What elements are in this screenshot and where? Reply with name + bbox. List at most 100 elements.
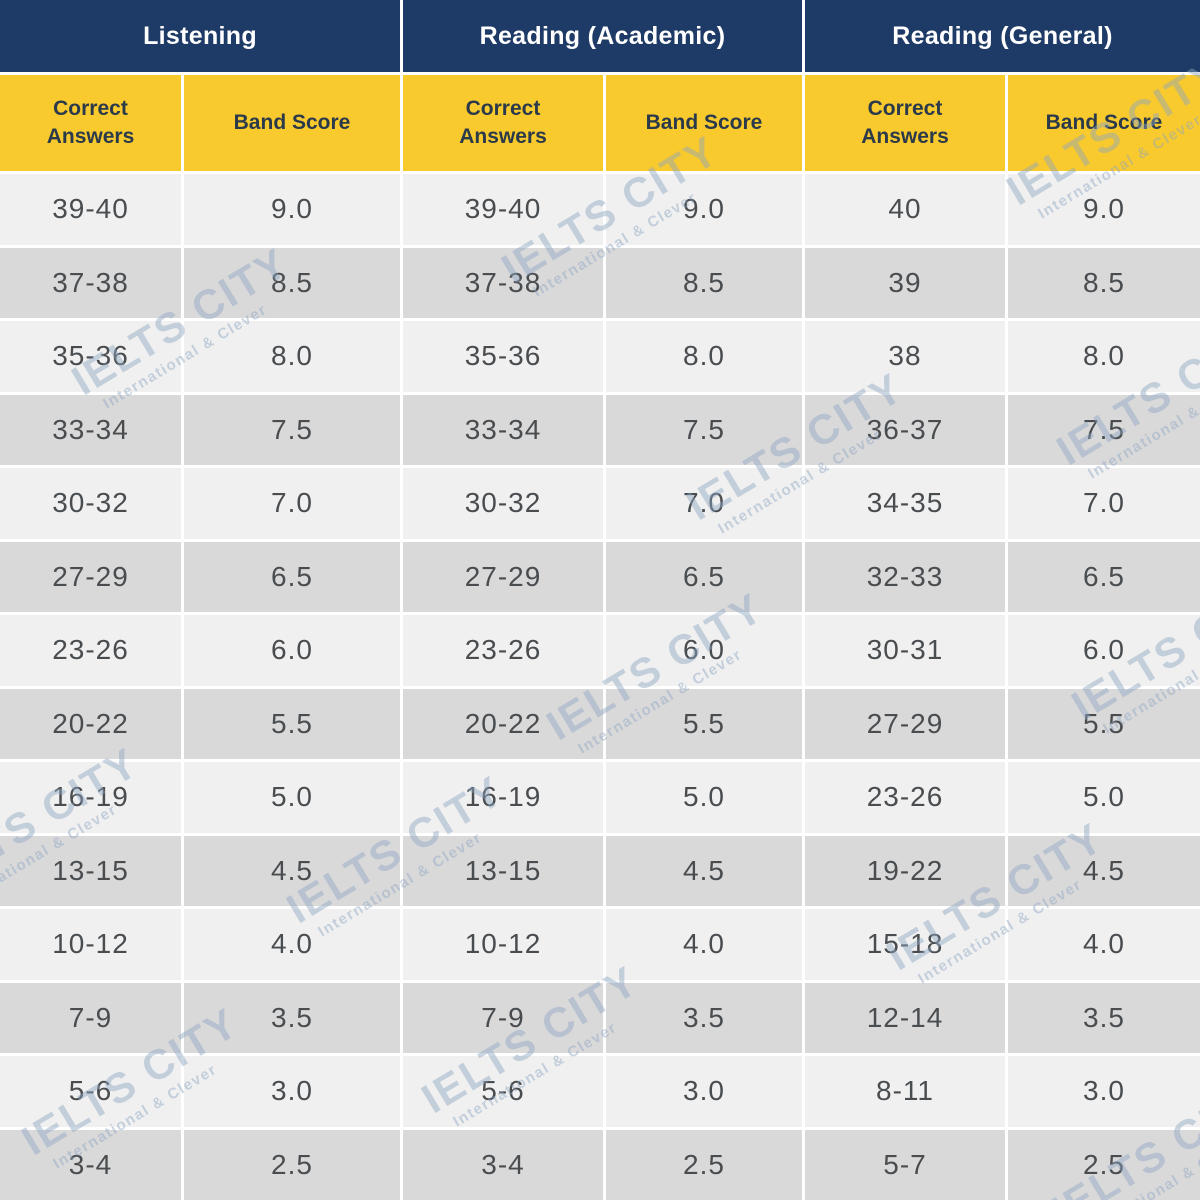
cell-academic-band: 4.5 xyxy=(606,835,802,906)
header-group-listening: Listening xyxy=(0,0,400,72)
cell-listening-band: 5.0 xyxy=(184,762,400,833)
cell-general-band: 7.0 xyxy=(1008,468,1200,539)
header-group-label: Reading (General) xyxy=(892,21,1113,50)
header-group-label: Reading (Academic) xyxy=(479,21,726,50)
cell-listening-band: 2.5 xyxy=(184,1129,400,1200)
cell-listening-correct: 13-15 xyxy=(0,835,181,906)
cell-listening-band: 6.5 xyxy=(184,541,400,612)
header-group-reading-general: Reading (General) xyxy=(805,0,1200,72)
cell-academic-correct: 23-26 xyxy=(403,615,603,686)
subheader-listening-correct-answers: Correct Answers xyxy=(0,75,181,171)
cell-listening-correct: 30-32 xyxy=(0,468,181,539)
cell-general-band: 6.0 xyxy=(1008,615,1200,686)
cell-academic-band: 7.5 xyxy=(606,394,802,465)
cell-general-band: 5.5 xyxy=(1008,688,1200,759)
cell-listening-correct: 23-26 xyxy=(0,615,181,686)
cell-general-band: 8.0 xyxy=(1008,321,1200,392)
subheader-general-correct-answers: Correct Answers xyxy=(805,75,1005,171)
cell-general-correct: 12-14 xyxy=(805,982,1005,1053)
cell-listening-correct: 37-38 xyxy=(0,247,181,318)
subheader-listening-band-score: Band Score xyxy=(184,75,400,171)
header-group-reading-academic: Reading (Academic) xyxy=(403,0,802,72)
subheader-label: Band Score xyxy=(233,110,351,134)
cell-general-band: 8.5 xyxy=(1008,247,1200,318)
cell-general-correct: 39 xyxy=(805,247,1005,318)
cell-general-correct: 19-22 xyxy=(805,835,1005,906)
subheader-label: Correct Answers xyxy=(46,96,135,148)
cell-academic-correct: 3-4 xyxy=(403,1129,603,1200)
subheader-academic-band-score: Band Score xyxy=(606,75,802,171)
cell-listening-band: 9.0 xyxy=(184,174,400,245)
cell-academic-correct: 20-22 xyxy=(403,688,603,759)
cell-academic-band: 3.0 xyxy=(606,1056,802,1127)
cell-listening-correct: 39-40 xyxy=(0,174,181,245)
cell-general-correct: 27-29 xyxy=(805,688,1005,759)
cell-academic-correct: 10-12 xyxy=(403,909,603,980)
cell-general-correct: 32-33 xyxy=(805,541,1005,612)
cell-listening-correct: 5-6 xyxy=(0,1056,181,1127)
cell-listening-band: 7.5 xyxy=(184,394,400,465)
cell-general-band: 4.0 xyxy=(1008,909,1200,980)
cell-academic-band: 5.0 xyxy=(606,762,802,833)
cell-academic-band: 9.0 xyxy=(606,174,802,245)
subheader-label: Correct Answers xyxy=(459,96,547,148)
cell-listening-correct: 33-34 xyxy=(0,394,181,465)
cell-academic-band: 2.5 xyxy=(606,1129,802,1200)
cell-general-band: 3.0 xyxy=(1008,1056,1200,1127)
cell-listening-band: 5.5 xyxy=(184,688,400,759)
cell-academic-band: 6.5 xyxy=(606,541,802,612)
cell-academic-correct: 35-36 xyxy=(403,321,603,392)
cell-academic-band: 5.5 xyxy=(606,688,802,759)
cell-general-correct: 23-26 xyxy=(805,762,1005,833)
cell-listening-band: 8.0 xyxy=(184,321,400,392)
cell-listening-band: 4.5 xyxy=(184,835,400,906)
subheader-general-band-score: Band Score xyxy=(1008,75,1200,171)
cell-general-correct: 34-35 xyxy=(805,468,1005,539)
cell-listening-band: 4.0 xyxy=(184,909,400,980)
cell-general-band: 4.5 xyxy=(1008,835,1200,906)
cell-academic-correct: 30-32 xyxy=(403,468,603,539)
subheader-label: Band Score xyxy=(645,110,763,134)
cell-academic-correct: 5-6 xyxy=(403,1056,603,1127)
cell-academic-correct: 39-40 xyxy=(403,174,603,245)
cell-academic-correct: 33-34 xyxy=(403,394,603,465)
cell-listening-band: 7.0 xyxy=(184,468,400,539)
cell-general-correct: 15-18 xyxy=(805,909,1005,980)
cell-general-correct: 5-7 xyxy=(805,1129,1005,1200)
cell-listening-correct: 3-4 xyxy=(0,1129,181,1200)
cell-listening-correct: 20-22 xyxy=(0,688,181,759)
cell-academic-correct: 27-29 xyxy=(403,541,603,612)
cell-academic-band: 7.0 xyxy=(606,468,802,539)
cell-general-band: 7.5 xyxy=(1008,394,1200,465)
cell-listening-correct: 27-29 xyxy=(0,541,181,612)
subheader-academic-correct-answers: Correct Answers xyxy=(403,75,603,171)
cell-listening-correct: 16-19 xyxy=(0,762,181,833)
cell-academic-band: 8.0 xyxy=(606,321,802,392)
cell-academic-correct: 7-9 xyxy=(403,982,603,1053)
cell-academic-band: 8.5 xyxy=(606,247,802,318)
cell-listening-band: 3.5 xyxy=(184,982,400,1053)
cell-listening-band: 6.0 xyxy=(184,615,400,686)
header-group-label: Listening xyxy=(143,21,257,50)
cell-general-correct: 8-11 xyxy=(805,1056,1005,1127)
subheader-label: Correct Answers xyxy=(861,96,949,148)
cell-general-correct: 38 xyxy=(805,321,1005,392)
cell-general-band: 6.5 xyxy=(1008,541,1200,612)
cell-listening-band: 3.0 xyxy=(184,1056,400,1127)
cell-academic-band: 4.0 xyxy=(606,909,802,980)
cell-academic-correct: 16-19 xyxy=(403,762,603,833)
subheader-label: Band Score xyxy=(1045,110,1163,134)
cell-general-correct: 36-37 xyxy=(805,394,1005,465)
cell-academic-band: 6.0 xyxy=(606,615,802,686)
cell-general-correct: 40 xyxy=(805,174,1005,245)
cell-listening-correct: 7-9 xyxy=(0,982,181,1053)
cell-academic-band: 3.5 xyxy=(606,982,802,1053)
cell-academic-correct: 13-15 xyxy=(403,835,603,906)
cell-general-correct: 30-31 xyxy=(805,615,1005,686)
cell-general-band: 3.5 xyxy=(1008,982,1200,1053)
cell-general-band: 2.5 xyxy=(1008,1129,1200,1200)
cell-listening-correct: 10-12 xyxy=(0,909,181,980)
cell-academic-correct: 37-38 xyxy=(403,247,603,318)
cell-general-band: 5.0 xyxy=(1008,762,1200,833)
